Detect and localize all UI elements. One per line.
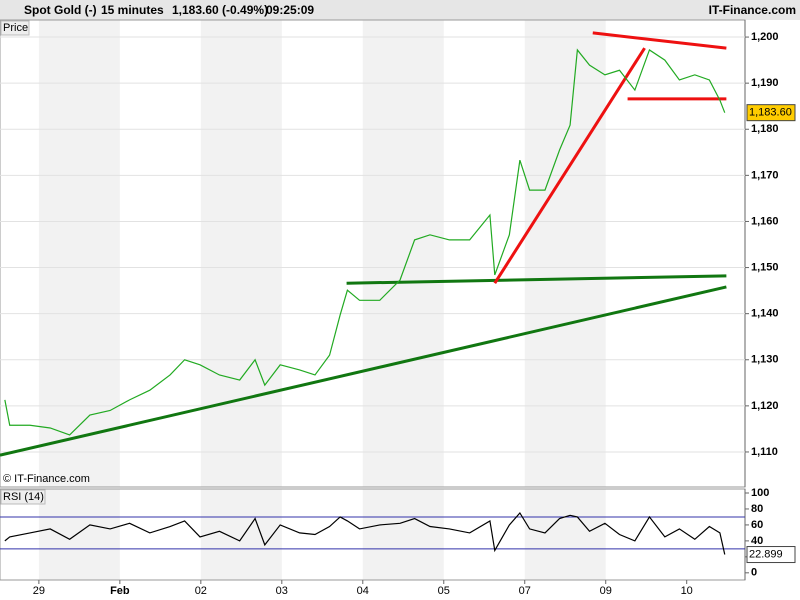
trend-line: [346, 274, 727, 285]
y-tick-label: 1,170: [751, 169, 779, 181]
y-tick-label: 1,150: [751, 261, 779, 273]
symbol: Spot Gold (-): [24, 3, 97, 17]
copyright: © IT-Finance.com: [3, 473, 90, 485]
y-tick-label: 1,110: [751, 446, 778, 458]
trend-line: [493, 47, 646, 285]
y-tick-label: 1,120: [751, 400, 779, 412]
time: 09:25:09: [266, 3, 314, 17]
panel-title: RSI (14): [3, 491, 44, 503]
last-value-box: [746, 104, 796, 122]
panel-title-bg: [0, 20, 30, 36]
x-tick-label: 07: [519, 585, 531, 597]
x-tick-label: 05: [438, 585, 450, 597]
day-shade: [200, 20, 282, 487]
y-tick-label: 1,140: [751, 308, 779, 320]
x-tick-label: 03: [276, 585, 288, 597]
x-tick-label: 04: [357, 585, 369, 597]
day-shade: [362, 20, 444, 487]
x-tick-label: Feb: [110, 585, 130, 597]
series-line: [4, 48, 726, 436]
x-tick-label: 29: [33, 585, 45, 597]
last-value-box: [746, 546, 796, 564]
brand: IT-Finance.com: [709, 3, 796, 17]
y-tick-label: 1,130: [751, 354, 779, 366]
y-tick-label: 1,190: [751, 77, 779, 89]
panel-title-bg: [0, 489, 46, 505]
y-tick-label: 60: [751, 519, 763, 531]
day-shade: [38, 20, 120, 487]
trend-line: [592, 31, 727, 50]
day-shade: [200, 489, 282, 580]
y-tick-label: 40: [751, 535, 763, 547]
day-shade: [38, 489, 120, 580]
quote: 1,183.60 (-0.49%): [172, 3, 268, 17]
y-tick-label: 80: [751, 503, 763, 515]
last-value-label: 22.899: [749, 548, 783, 560]
trend-line: [0, 285, 727, 457]
x-tick-label: 02: [195, 585, 207, 597]
x-tick-label: 10: [681, 585, 693, 597]
y-tick-label: 1,160: [751, 215, 779, 227]
x-tick-label: 09: [600, 585, 612, 597]
y-tick-label: 100: [751, 487, 769, 499]
day-shade: [524, 489, 606, 580]
panel-title: Price: [3, 22, 28, 34]
last-value-label: 1,183.60: [749, 107, 792, 119]
day-shade: [362, 489, 444, 580]
y-tick-label: 1,180: [751, 123, 779, 135]
header-bar: [0, 0, 800, 20]
interval: 15 minutes: [101, 3, 164, 17]
y-tick-label: 0: [751, 567, 757, 579]
series-line: [4, 511, 726, 555]
day-shade: [524, 20, 606, 487]
y-tick-label: 1,200: [751, 31, 779, 43]
plot-layer: 1,110 1,120 1,130 1,140 1,150 1,160 1,170 1,180…: [0, 19, 796, 597]
